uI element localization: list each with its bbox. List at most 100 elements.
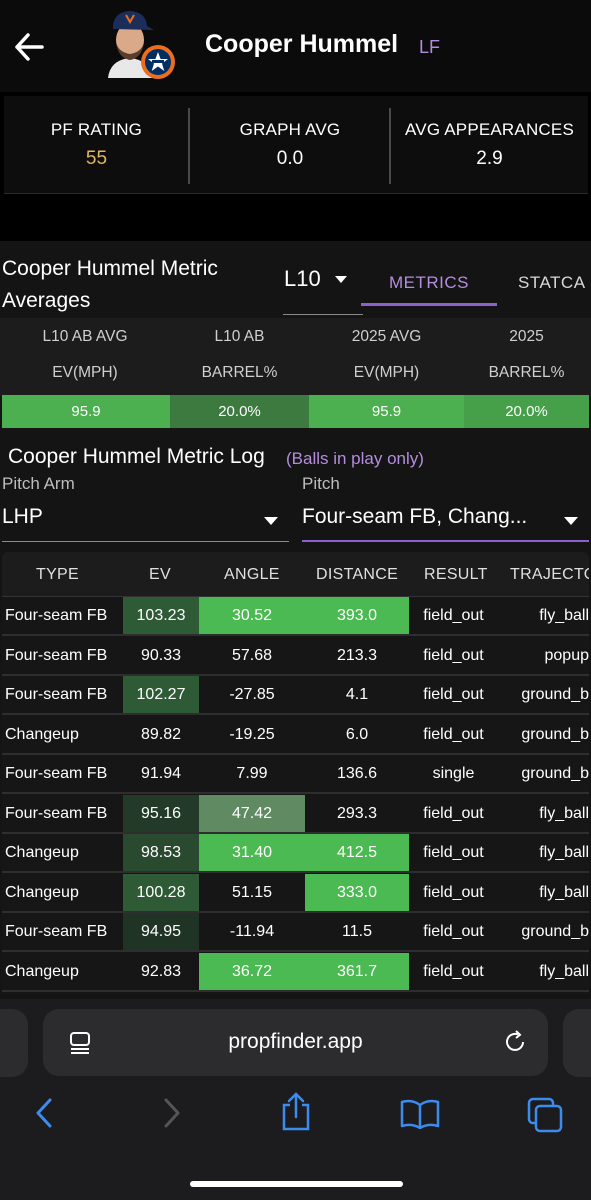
table-row: Changeup 92.83 36.72 361.7 field_out fly_ball xyxy=(2,952,589,992)
averages-header: L10 AB AVG EV(MPH) L10 AB BARREL% 2025 A… xyxy=(0,318,591,396)
cell-result: field_out xyxy=(423,962,484,980)
column-header[interactable]: EV xyxy=(149,566,171,583)
cell-type: Four-seam FB xyxy=(5,765,108,782)
avg-col-label: 2025 AVG xyxy=(351,328,422,345)
cell-type: Changeup xyxy=(5,962,79,980)
table-row: Four-seam FB 102.27 -27.85 4.1 field_out grou… xyxy=(2,676,589,715)
caret-down-icon xyxy=(264,517,278,525)
cell-ev: 98.53 xyxy=(123,834,199,871)
forward-nav-icon[interactable] xyxy=(160,1095,184,1131)
cell-trajectory: fly_ball xyxy=(539,883,589,901)
avg-value: 20.0% xyxy=(170,395,309,428)
address-bar[interactable]: propfinder.app xyxy=(43,1009,548,1076)
active-tab-indicator xyxy=(361,303,497,306)
cell-angle: -19.25 xyxy=(229,725,275,743)
avg-value: 95.9 xyxy=(2,395,170,428)
cell-distance: 393.0 xyxy=(305,597,409,634)
stat-value: 0.0 xyxy=(276,148,304,169)
player-position: LF xyxy=(419,37,441,57)
cell-ev: 91.94 xyxy=(140,765,182,782)
tab-metrics[interactable]: METRICS xyxy=(389,273,469,292)
pitch-value: Four-seam FB, Chang... xyxy=(302,505,528,528)
window-select[interactable]: L10 xyxy=(283,263,363,315)
cell-type: Four-seam FB xyxy=(5,646,108,664)
url-text: propfinder.app xyxy=(228,1030,363,1053)
pitch-label: Pitch xyxy=(302,474,340,493)
page-menu-icon[interactable] xyxy=(68,1031,94,1055)
share-icon[interactable] xyxy=(280,1091,312,1131)
cell-distance: 213.3 xyxy=(336,646,378,664)
table-row: Four-seam FB 103.23 30.52 393.0 field_out fly… xyxy=(2,597,589,636)
pitch-arm-label: Pitch Arm xyxy=(2,474,75,493)
cell-result: field_out xyxy=(423,804,484,822)
avg-col-label: L10 AB AVG xyxy=(42,328,128,345)
table-row: Four-seam FB 94.95 -11.94 11.5 field_out grou… xyxy=(2,913,589,952)
pitch-arm-value: LHP xyxy=(2,505,43,528)
divider xyxy=(188,108,190,184)
avg-col-unit: BARREL% xyxy=(201,364,278,381)
stat-label: GRAPH AVG xyxy=(239,120,341,139)
cell-type: Four-seam FB xyxy=(5,607,108,624)
summary-stats: PF RATING 55 GRAPH AVG 0.0 AVG APPEARANC… xyxy=(4,96,588,194)
table-row: Four-seam FB 95.16 47.42 293.3 field_out fly_… xyxy=(2,794,589,834)
avg-col-unit: BARREL% xyxy=(488,364,565,381)
cell-result: field_out xyxy=(423,883,484,901)
cell-angle: 31.40 xyxy=(199,834,305,871)
tab-statcast[interactable]: STATCA xyxy=(518,273,586,292)
cell-angle: 51.15 xyxy=(231,883,273,901)
stat-value: 55 xyxy=(85,148,108,169)
table-row: Four-seam FB 91.94 7.99 136.6 single ground_b xyxy=(2,755,589,794)
cell-ev: 89.82 xyxy=(140,725,182,743)
pitch-arm-select[interactable]: LHP xyxy=(2,497,289,542)
back-nav-icon[interactable] xyxy=(32,1095,56,1131)
team-logo-icon xyxy=(141,45,175,79)
cell-trajectory: popup xyxy=(544,646,590,664)
cell-distance: 293.3 xyxy=(336,804,378,822)
cell-trajectory: fly_ball xyxy=(539,844,589,861)
back-arrow-icon[interactable] xyxy=(14,30,44,64)
column-header[interactable]: ANGLE xyxy=(224,566,280,583)
table-row: Changeup 98.53 31.40 412.5 field_out fly_ball xyxy=(2,834,589,873)
window-select-value: L10 xyxy=(284,266,321,291)
tabs-icon[interactable] xyxy=(527,1097,563,1133)
bookmarks-icon[interactable] xyxy=(400,1099,440,1129)
cell-result: field_out xyxy=(423,844,484,861)
cell-trajectory: ground_b xyxy=(521,686,589,703)
metric-log-table: TYPE EV ANGLE DISTANCE RESULT TRAJECTO F… xyxy=(2,552,589,994)
reload-icon[interactable] xyxy=(502,1029,528,1055)
cell-result: field_out xyxy=(423,725,484,743)
caret-down-icon xyxy=(335,276,347,283)
avg-value: 95.9 xyxy=(309,395,464,428)
cell-type: Four-seam FB xyxy=(5,923,108,940)
metric-log-subtitle: (Balls in play only) xyxy=(286,449,424,468)
caret-down-icon xyxy=(564,517,578,525)
previous-tab-preview[interactable] xyxy=(0,1009,28,1077)
cell-result: field_out xyxy=(423,686,484,703)
cell-distance: 4.1 xyxy=(345,686,369,703)
column-header[interactable]: TYPE xyxy=(36,566,79,583)
cell-distance: 136.6 xyxy=(336,765,378,782)
cell-trajectory: ground_b xyxy=(521,765,589,782)
avg-value: 20.0% xyxy=(464,395,589,428)
stat-label: AVG APPEARANCES xyxy=(405,120,574,139)
cell-trajectory: fly_ball xyxy=(539,962,589,980)
metric-averages-title: Cooper Hummel Metric Averages xyxy=(2,257,218,312)
table-row: Changeup 89.82 -19.25 6.0 field_out ground_b xyxy=(2,716,589,755)
player-name: Cooper Hummel xyxy=(205,30,399,58)
cell-ev: 95.16 xyxy=(123,794,199,832)
cell-result: field_out xyxy=(423,607,484,624)
cell-angle: -11.94 xyxy=(229,923,275,940)
column-header[interactable]: TRAJECTO xyxy=(510,566,589,583)
avg-appearances-stat: AVG APPEARANCES 2.9 xyxy=(391,96,588,194)
cell-distance: 6.0 xyxy=(345,725,369,743)
metrics-section: Cooper Hummel Metric Averages L10 METRIC… xyxy=(0,241,591,999)
cell-result: single xyxy=(432,765,475,782)
averages-values: 95.9 20.0% 95.9 20.0% xyxy=(2,395,589,428)
avg-col-label: L10 AB xyxy=(214,328,265,345)
cell-distance: 361.7 xyxy=(305,952,409,990)
column-header[interactable]: DISTANCE xyxy=(316,566,399,583)
pitch-select[interactable]: Four-seam FB, Chang... xyxy=(302,497,589,542)
next-tab-preview[interactable] xyxy=(563,1009,591,1077)
column-header[interactable]: RESULT xyxy=(424,566,488,583)
stat-label: PF RATING xyxy=(50,120,143,139)
